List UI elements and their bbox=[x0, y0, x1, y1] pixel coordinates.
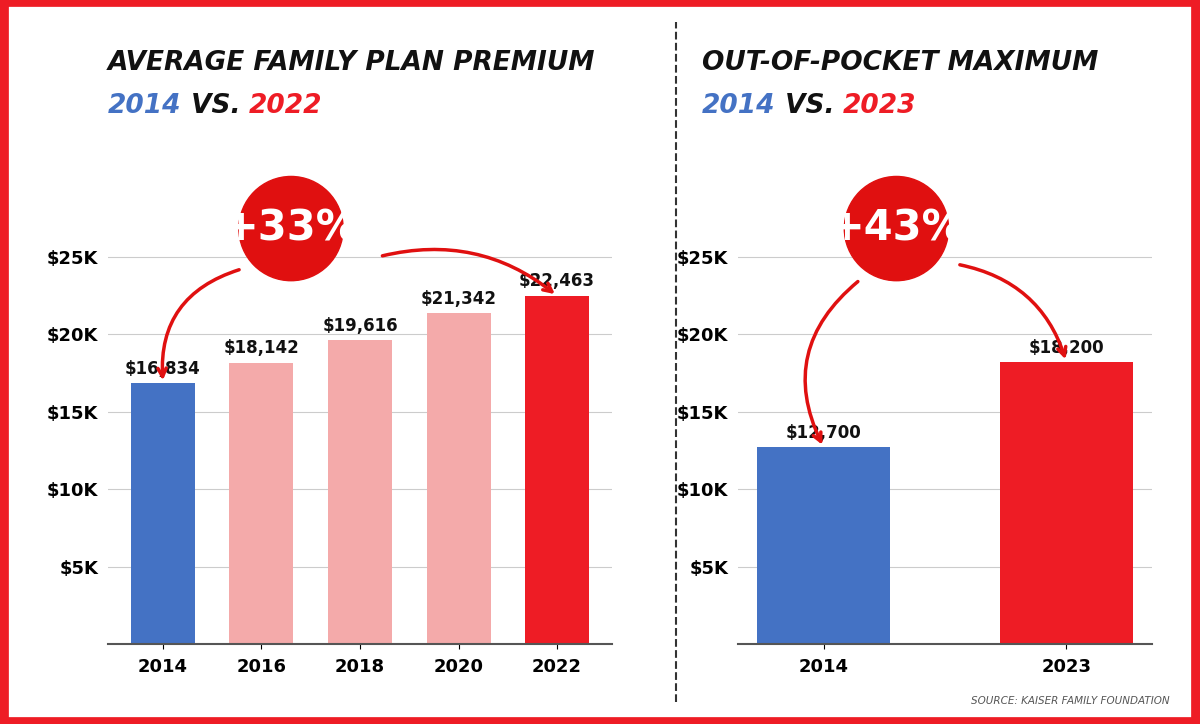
Bar bbox=[426, 313, 491, 644]
Text: +43%: +43% bbox=[829, 208, 964, 250]
Text: 2014: 2014 bbox=[702, 93, 775, 119]
Text: $19,616: $19,616 bbox=[322, 316, 398, 334]
Text: 2014: 2014 bbox=[108, 93, 181, 119]
Bar bbox=[328, 340, 392, 644]
Text: VS.: VS. bbox=[775, 93, 844, 119]
Text: +33%: +33% bbox=[223, 208, 359, 250]
Bar bbox=[1000, 362, 1133, 644]
Text: 2022: 2022 bbox=[250, 93, 323, 119]
Text: 2023: 2023 bbox=[844, 93, 917, 119]
Text: $16,834: $16,834 bbox=[125, 360, 200, 378]
Text: $22,463: $22,463 bbox=[520, 272, 595, 290]
Text: $21,342: $21,342 bbox=[420, 290, 497, 308]
Bar bbox=[757, 447, 890, 644]
Text: $12,700: $12,700 bbox=[786, 424, 862, 442]
Text: VS.: VS. bbox=[181, 93, 250, 119]
Bar bbox=[131, 383, 194, 644]
Text: OUT-OF-POCKET MAXIMUM: OUT-OF-POCKET MAXIMUM bbox=[702, 50, 1098, 76]
Bar bbox=[526, 296, 589, 644]
Text: $18,200: $18,200 bbox=[1028, 339, 1104, 357]
Bar bbox=[229, 363, 294, 644]
Text: AVERAGE FAMILY PLAN PREMIUM: AVERAGE FAMILY PLAN PREMIUM bbox=[108, 50, 595, 76]
Text: SOURCE: KAISER FAMILY FOUNDATION: SOURCE: KAISER FAMILY FOUNDATION bbox=[971, 696, 1170, 706]
Text: $18,142: $18,142 bbox=[223, 340, 299, 358]
